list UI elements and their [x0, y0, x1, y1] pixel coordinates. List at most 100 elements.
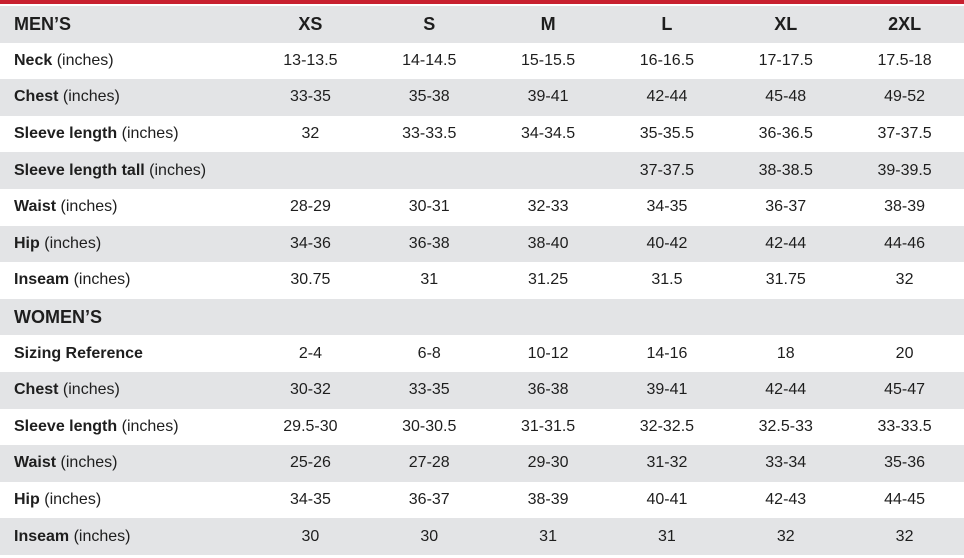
size-value: 42-44: [726, 371, 846, 409]
size-value: 39-39.5: [845, 152, 964, 189]
size-value: 31-32: [607, 445, 727, 482]
size-value: 30-30.5: [402, 417, 457, 435]
row-label: Waist (inches): [0, 189, 251, 226]
row-label: Inseam (inches): [0, 262, 251, 299]
measure-unit: (inches): [44, 234, 102, 252]
size-value: 32: [895, 271, 914, 289]
size-header: M: [488, 6, 608, 43]
size-value: 31: [607, 518, 727, 555]
measure-unit: (inches): [149, 161, 207, 179]
measure-name: Inseam: [14, 271, 70, 289]
empty-cell: [251, 152, 370, 189]
size-value: 38-40: [488, 225, 608, 263]
size-value: 30: [369, 518, 489, 555]
measure-name: Inseam: [14, 527, 70, 545]
size-row: Chest (inches) 33-35 35-38 39-41 42-44 45-48 4…: [0, 79, 964, 116]
size-row: Neck (inches) 13-13.5 14-14.5 15-15.5 16-16.…: [0, 43, 964, 80]
size-value: 16-16.5: [639, 51, 695, 69]
size-value: 14-16: [646, 344, 688, 362]
size-row: Sleeve length (inches) 29.5-30 30-30.5 31-3…: [0, 409, 964, 446]
empty-cell: [607, 298, 727, 336]
empty-cell: [369, 152, 489, 189]
size-value: 17.5-18: [877, 51, 932, 69]
size-row: Hip (inches) 34-35 36-37 38-39 40-41 42-43 44-…: [0, 482, 964, 519]
row-label: Neck (inches): [0, 43, 251, 80]
section-title: MEN’S: [0, 6, 251, 43]
measure-unit: (inches): [62, 381, 120, 399]
size-value: 17-17.5: [758, 51, 813, 69]
size-value: 34-34.5: [520, 125, 576, 143]
size-row: Inseam (inches) 30.75 31 31.25 31.5 31.75 32: [0, 262, 964, 299]
size-value: 36-36.5: [758, 125, 813, 143]
size-value: 25-26: [251, 445, 370, 482]
size-header: 2XL: [845, 6, 964, 43]
empty-cell: [369, 298, 489, 336]
size-value: 29-30: [488, 445, 608, 482]
size-value: 37-37.5: [607, 152, 727, 189]
size-value: 31-31.5: [520, 417, 576, 435]
empty-cell: [726, 298, 846, 336]
size-value: 10-12: [527, 344, 569, 362]
row-label: Waist (inches): [0, 445, 251, 482]
row-label: Inseam (inches): [0, 518, 251, 555]
empty-cell: [488, 152, 608, 189]
size-value: 38-39: [884, 198, 926, 216]
size-value: 15-15.5: [520, 51, 576, 69]
size-value: 34-35: [289, 491, 331, 509]
size-value: 39-41: [607, 371, 727, 409]
measure-unit: (inches): [60, 454, 118, 472]
measure-name: Hip: [14, 491, 40, 509]
size-value: 32: [301, 125, 320, 143]
size-header: XS: [251, 6, 370, 43]
size-value: 42-44: [607, 79, 727, 116]
measure-name: Sleeve length tall: [14, 161, 145, 179]
size-value: 30: [251, 518, 370, 555]
size-value: 30.75: [290, 271, 331, 289]
row-label: Hip (inches): [0, 225, 251, 263]
measure-unit: (inches): [121, 125, 179, 143]
size-value: 35-35.5: [639, 125, 695, 143]
top-accent-bar: [0, 0, 964, 4]
size-value: 31.25: [528, 271, 569, 289]
size-value: 35-36: [845, 445, 964, 482]
empty-cell: [251, 298, 370, 336]
size-value: 36-37: [765, 198, 807, 216]
size-value: 44-45: [884, 491, 926, 509]
measure-name: Hip: [14, 234, 40, 252]
size-row: Sizing Reference 2-4 6-8 10-12 14-16 18 20: [0, 335, 964, 372]
empty-cell: [845, 298, 964, 336]
size-value: 33-33.5: [402, 125, 457, 143]
measure-name: Neck: [14, 51, 53, 69]
size-value: 33-33.5: [877, 417, 932, 435]
measure-name: Sizing Reference: [14, 344, 143, 362]
size-value: 31.5: [651, 271, 683, 289]
size-value: 35-38: [369, 79, 489, 116]
section-header-row: WOMEN’S: [0, 298, 964, 336]
measure-name: Waist: [14, 198, 57, 216]
size-header: S: [369, 6, 489, 43]
row-label: Sleeve length (inches): [0, 409, 251, 446]
size-value: 38-38.5: [726, 152, 846, 189]
size-row: Inseam (inches) 30 30 31 31 32 32: [0, 518, 964, 555]
measure-unit: (inches): [56, 51, 114, 69]
measure-name: Chest: [14, 88, 59, 106]
size-value: 28-29: [289, 198, 331, 216]
size-value: 29.5-30: [283, 417, 338, 435]
size-row: Chest (inches) 30-32 33-35 36-38 39-41 42-44 4…: [0, 371, 964, 409]
measure-unit: (inches): [121, 417, 179, 435]
size-value: 34-36: [251, 225, 370, 263]
size-value: 34-35: [646, 198, 688, 216]
size-value: 36-38: [488, 371, 608, 409]
size-value: 31: [488, 518, 608, 555]
measure-name: Sleeve length: [14, 417, 118, 435]
size-value: 13-13.5: [283, 51, 338, 69]
row-label: Sleeve length (inches): [0, 116, 251, 153]
measure-name: Sleeve length: [14, 125, 118, 143]
section-title: WOMEN’S: [0, 298, 251, 336]
row-label: Sleeve length tall (inches): [0, 152, 251, 189]
size-header: L: [607, 6, 727, 43]
size-value: 42-44: [726, 225, 846, 263]
size-value: 40-41: [646, 491, 688, 509]
size-value: 38-39: [527, 491, 569, 509]
